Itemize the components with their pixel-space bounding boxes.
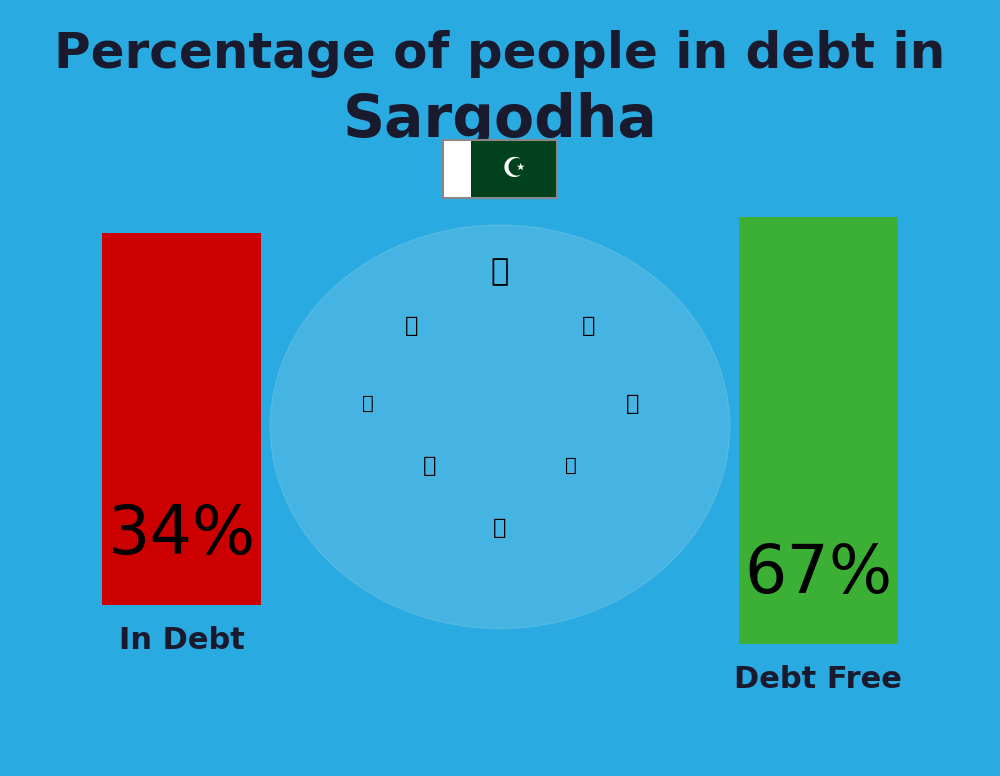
Text: 💰: 💰 xyxy=(405,316,418,336)
Text: 🎓: 🎓 xyxy=(626,393,639,414)
Text: In Debt: In Debt xyxy=(119,625,245,655)
Circle shape xyxy=(270,225,730,629)
FancyBboxPatch shape xyxy=(471,140,557,198)
Text: 💳: 💳 xyxy=(565,456,577,475)
Text: Sargodha: Sargodha xyxy=(343,92,657,149)
Text: Percentage of people in debt in: Percentage of people in debt in xyxy=(54,30,946,78)
Text: 🏦: 🏦 xyxy=(491,257,509,286)
FancyBboxPatch shape xyxy=(443,140,471,198)
FancyBboxPatch shape xyxy=(102,233,261,605)
Text: 📄: 📄 xyxy=(362,394,373,413)
Text: 🚗: 🚗 xyxy=(423,456,436,476)
FancyBboxPatch shape xyxy=(739,217,898,644)
Text: Debt Free: Debt Free xyxy=(734,664,902,694)
Text: ☪: ☪ xyxy=(502,154,527,183)
Text: 💵: 💵 xyxy=(493,518,507,538)
Text: 🏠: 🏠 xyxy=(582,316,595,336)
Text: 67%: 67% xyxy=(744,541,892,608)
Text: 34%: 34% xyxy=(108,502,256,569)
